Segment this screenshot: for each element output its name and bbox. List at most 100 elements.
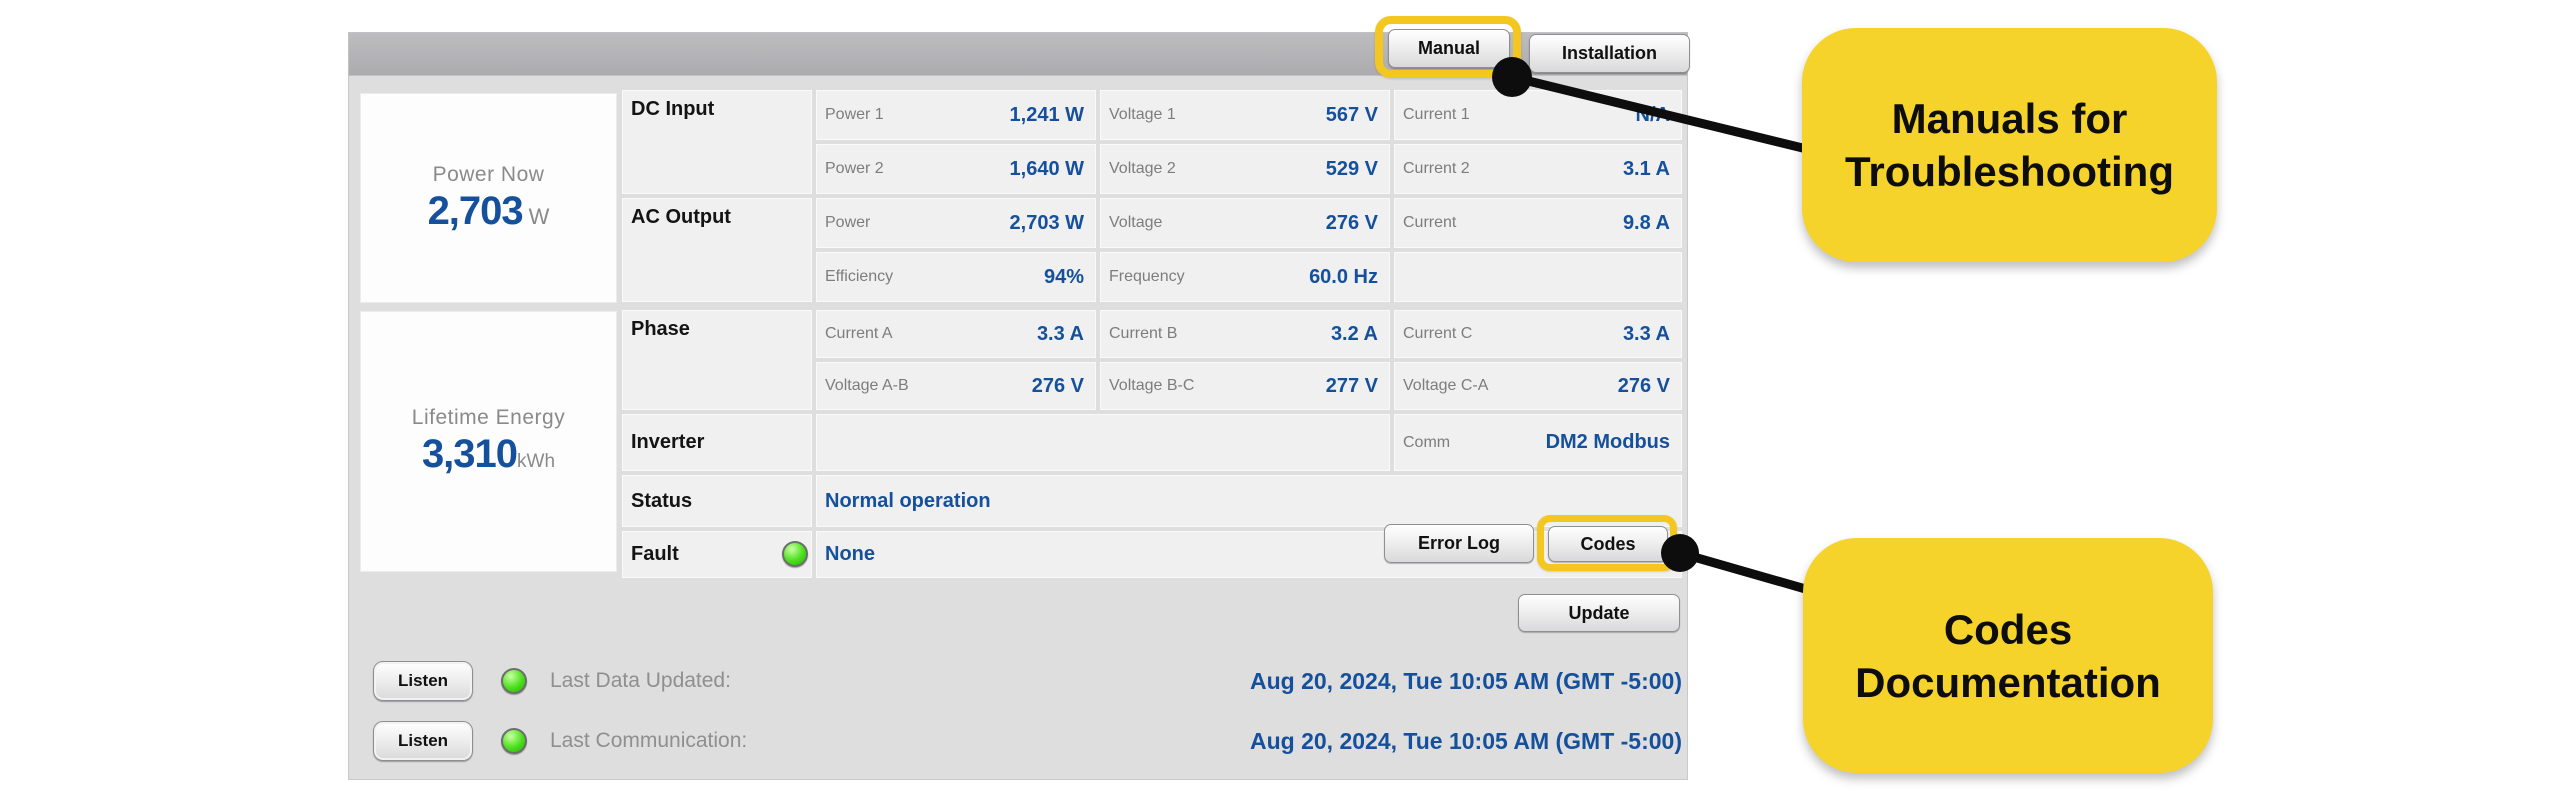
- voltage-bc-value: 277 V: [1325, 374, 1378, 397]
- comm-label: Comm: [1403, 433, 1451, 451]
- power-1-label: Power 1: [825, 106, 884, 123]
- section-cell-inverter: Inverter: [622, 414, 812, 471]
- current-2-label: Current 2: [1403, 160, 1470, 177]
- section-cell-ac-output: AC Output: [622, 198, 812, 302]
- lifetime-energy-unit: kWh: [517, 451, 556, 472]
- listen-communication-button[interactable]: Listen: [373, 721, 473, 761]
- power-now-unit: W: [528, 203, 550, 229]
- section-cell-dc-input: DC Input: [622, 90, 812, 194]
- manual-button[interactable]: Manual: [1388, 29, 1510, 68]
- power-1-value: 1,241 W: [1009, 103, 1084, 126]
- current-1-value: N/A: [1635, 103, 1670, 126]
- codes-connector-line: [1675, 548, 1821, 597]
- voltage-2-value: 529 V: [1325, 157, 1378, 180]
- cell-voltage-ab: Voltage A-B 276 V: [816, 362, 1096, 410]
- current-2-value: 3.1 A: [1622, 157, 1670, 180]
- inverter-section-label: Inverter: [631, 431, 705, 453]
- cell-voltage-1: Voltage 1 567 V: [1100, 90, 1390, 140]
- status-section-label: Status: [631, 489, 693, 512]
- ac-power-value: 2,703 W: [1009, 211, 1084, 234]
- voltage-1-label: Voltage 1: [1109, 106, 1176, 123]
- section-cell-phase: Phase: [622, 310, 812, 410]
- ac-voltage-label: Voltage: [1109, 214, 1163, 231]
- frequency-label: Frequency: [1109, 268, 1185, 285]
- cell-current-c: Current C 3.3 A: [1394, 310, 1682, 358]
- comm-value: DM2 Modbus: [1545, 431, 1670, 453]
- power-2-label: Power 2: [825, 160, 884, 177]
- cell-current-b: Current B 3.2 A: [1100, 310, 1390, 358]
- power-now-label: Power Now: [432, 162, 545, 186]
- manual-callout-bubble: Manuals for Troubleshooting: [1802, 28, 2217, 262]
- ac-power-label: Power: [825, 214, 871, 231]
- fault-value: None: [825, 543, 875, 565]
- voltage-ca-value: 276 V: [1617, 374, 1670, 397]
- last-communication-row: Listen Last Communication: Aug 20, 2024,…: [373, 721, 1682, 761]
- fault-status-led: [782, 541, 808, 567]
- ac-current-label: Current: [1403, 214, 1457, 231]
- power-2-value: 1,640 W: [1009, 157, 1084, 180]
- lifetime-energy-value-row: 3,310kWh: [422, 432, 555, 477]
- fault-section-label: Fault: [631, 543, 679, 565]
- current-a-label: Current A: [825, 325, 893, 342]
- cell-empty-r4: [1394, 252, 1682, 302]
- voltage-bc-label: Voltage B-C: [1109, 377, 1195, 394]
- manual-callout-line1: Manuals for: [1891, 95, 2128, 142]
- last-data-updated-row: Listen Last Data Updated: Aug 20, 2024, …: [373, 661, 1682, 701]
- cell-ac-power: Power 2,703 W: [816, 198, 1096, 248]
- current-c-value: 3.3 A: [1622, 322, 1670, 345]
- lifetime-energy-label: Lifetime Energy: [411, 406, 566, 429]
- cell-ac-current: Current 9.8 A: [1394, 198, 1682, 248]
- cell-ac-voltage: Voltage 276 V: [1100, 198, 1390, 248]
- cell-current-1: Current 1 N/A: [1394, 90, 1682, 140]
- current-b-value: 3.2 A: [1330, 322, 1378, 345]
- voltage-ab-label: Voltage A-B: [825, 377, 909, 394]
- codes-button[interactable]: Codes: [1548, 526, 1668, 562]
- error-log-button[interactable]: Error Log: [1384, 524, 1534, 563]
- ac-output-section-label: AC Output: [631, 206, 731, 228]
- dc-input-section-label: DC Input: [631, 98, 715, 120]
- codes-callout-line2: Documentation: [1855, 658, 2161, 706]
- cell-efficiency: Efficiency 94%: [816, 252, 1096, 302]
- power-now-card: Power Now 2,703 W: [360, 93, 617, 303]
- data-status-led: [501, 668, 527, 694]
- last-data-updated-label: Last Data Updated:: [550, 669, 731, 692]
- voltage-ca-label: Voltage C-A: [1403, 377, 1489, 394]
- section-cell-status: Status: [622, 475, 812, 527]
- cell-inverter-empty: [816, 414, 1390, 471]
- section-cell-fault: Fault: [622, 531, 812, 578]
- power-now-value: 2,703: [427, 188, 524, 233]
- cell-current-2: Current 2 3.1 A: [1394, 144, 1682, 194]
- cell-frequency: Frequency 60.0 Hz: [1100, 252, 1390, 302]
- codes-callout-line1: Codes: [1943, 605, 2073, 653]
- voltage-1-value: 567 V: [1325, 103, 1378, 126]
- voltage-ab-value: 276 V: [1031, 374, 1084, 397]
- cell-current-a: Current A 3.3 A: [816, 310, 1096, 358]
- frequency-value: 60.0 Hz: [1309, 265, 1378, 288]
- status-value: Normal operation: [825, 489, 991, 512]
- current-b-label: Current B: [1109, 325, 1178, 342]
- last-communication-label: Last Communication:: [550, 729, 748, 752]
- ac-current-value: 9.8 A: [1622, 211, 1670, 234]
- last-communication-timestamp: Aug 20, 2024, Tue 10:05 AM (GMT -5:00): [1249, 727, 1682, 754]
- power-now-value-row: 2,703 W: [428, 189, 550, 234]
- cell-comm: Comm DM2 Modbus: [1394, 414, 1682, 471]
- cell-power-2: Power 2 1,640 W: [816, 144, 1096, 194]
- listen-data-button[interactable]: Listen: [373, 661, 473, 701]
- current-1-label: Current 1: [1403, 106, 1470, 123]
- cell-voltage-2: Voltage 2 529 V: [1100, 144, 1390, 194]
- update-button[interactable]: Update: [1518, 594, 1680, 632]
- current-c-label: Current C: [1403, 325, 1473, 342]
- cell-voltage-ca: Voltage C-A 276 V: [1394, 362, 1682, 410]
- lifetime-energy-value: 3,310: [421, 432, 518, 476]
- voltage-2-label: Voltage 2: [1109, 160, 1176, 177]
- phase-section-label: Phase: [631, 318, 690, 340]
- cell-voltage-bc: Voltage B-C 277 V: [1100, 362, 1390, 410]
- last-data-updated-timestamp: Aug 20, 2024, Tue 10:05 AM (GMT -5:00): [1249, 667, 1682, 694]
- cell-status: Normal operation: [816, 475, 1682, 527]
- installation-button[interactable]: Installation: [1529, 34, 1690, 73]
- ac-voltage-value: 276 V: [1325, 211, 1378, 234]
- current-a-value: 3.3 A: [1036, 322, 1084, 345]
- efficiency-value: 94%: [1043, 265, 1084, 288]
- manual-callout-line2: Troubleshooting: [1845, 148, 2174, 195]
